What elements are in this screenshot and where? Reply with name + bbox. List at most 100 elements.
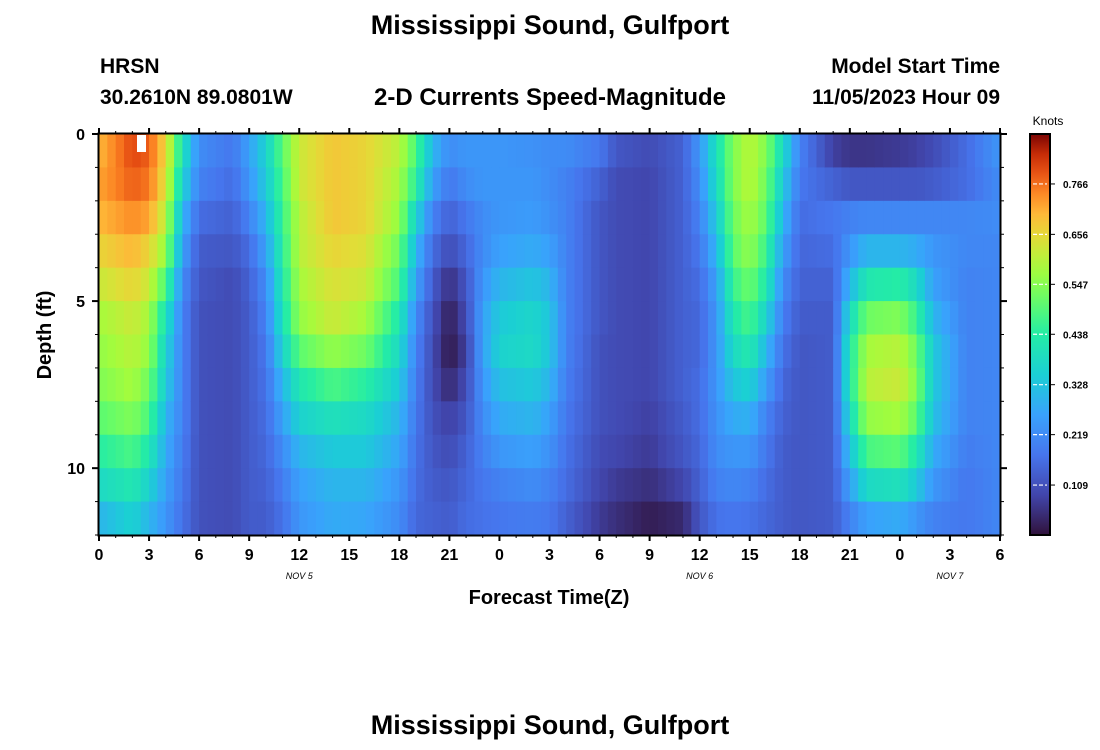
heatmap-cell	[307, 200, 317, 235]
heatmap-cell	[849, 234, 859, 269]
heatmap-cell	[674, 134, 684, 169]
heatmap-cell	[657, 468, 667, 503]
heatmap-cell	[290, 301, 300, 336]
heatmap-cell	[199, 434, 209, 469]
heatmap-cell	[324, 134, 334, 169]
heatmap-cell	[657, 501, 667, 536]
heatmap-cell	[274, 367, 284, 402]
heatmap-cell	[874, 234, 884, 269]
x-tick-label: 6	[996, 547, 1005, 564]
heatmap-cell	[290, 367, 300, 402]
heatmap-cell	[140, 334, 150, 369]
heatmap-cell	[733, 267, 742, 302]
heatmap-cell	[265, 134, 275, 169]
heatmap-cell	[699, 234, 709, 269]
heatmap-cell	[708, 501, 717, 536]
heatmap-cell	[733, 167, 742, 202]
heatmap-cell	[557, 234, 567, 269]
heatmap-cell	[332, 167, 342, 202]
heatmap-cell	[299, 501, 309, 536]
heatmap-cell	[416, 468, 425, 503]
heatmap-cell	[624, 401, 634, 436]
heatmap-cell	[457, 434, 467, 469]
heatmap-cell	[966, 401, 976, 436]
heatmap-cell	[290, 334, 300, 369]
heatmap-cell	[449, 334, 459, 369]
heatmap-cell	[591, 501, 601, 536]
heatmap-cell	[315, 501, 325, 536]
heatmap-cell	[107, 200, 117, 235]
heatmap-cell	[315, 134, 325, 169]
heatmap-cell	[557, 134, 567, 169]
heatmap-cell	[691, 134, 701, 169]
heatmap-cell	[399, 234, 409, 269]
heatmap-cell	[224, 401, 234, 436]
heatmap-cell	[149, 401, 158, 436]
heatmap-cell	[290, 267, 300, 302]
heatmap-cell	[349, 301, 359, 336]
heatmap-cell	[99, 401, 108, 436]
heatmap-cell	[99, 334, 108, 369]
heatmap-cell	[424, 200, 434, 235]
heatmap-cell	[207, 234, 217, 269]
heatmap-cell	[791, 134, 801, 169]
heatmap-cell	[666, 200, 676, 235]
heatmap-cell	[949, 234, 959, 269]
heatmap-cell	[541, 234, 551, 269]
heatmap-cell	[507, 501, 517, 536]
heatmap-cell	[949, 267, 959, 302]
heatmap-cell	[407, 434, 417, 469]
heatmap-cell	[115, 434, 125, 469]
heatmap-cell	[874, 301, 884, 336]
heatmap-cell	[124, 234, 133, 269]
heatmap-cell	[307, 267, 317, 302]
heatmap-cell	[215, 301, 225, 336]
heatmap-cell	[174, 167, 184, 202]
heatmap-cell	[457, 167, 467, 202]
heatmap-cell	[824, 367, 834, 402]
heatmap-cell	[407, 301, 417, 336]
heatmap-cell	[390, 468, 400, 503]
heatmap-cell	[966, 267, 976, 302]
heatmap-cell	[699, 468, 709, 503]
heatmap-cell	[691, 434, 701, 469]
heatmap-cell	[424, 468, 434, 503]
heatmap-cell	[958, 134, 968, 169]
heatmap-cell	[466, 501, 476, 536]
heatmap-cell	[691, 301, 701, 336]
heatmap-cell	[574, 434, 584, 469]
heatmap-cell	[783, 401, 793, 436]
heatmap-cell	[741, 334, 751, 369]
heatmap-cell	[582, 301, 592, 336]
heatmap-cell	[841, 434, 851, 469]
heatmap-cell	[866, 468, 876, 503]
heatmap-cell	[232, 501, 242, 536]
heatmap-cell	[983, 334, 993, 369]
heatmap-cell	[841, 200, 851, 235]
heatmap-cell	[549, 334, 559, 369]
heatmap-cell	[866, 267, 876, 302]
heatmap-cell	[240, 200, 250, 235]
heatmap-cell	[532, 301, 542, 336]
heatmap-cell	[190, 468, 200, 503]
heatmap-cell	[641, 301, 651, 336]
heatmap-cell	[140, 434, 150, 469]
heatmap-cell	[232, 234, 242, 269]
heatmap-cell	[799, 200, 809, 235]
heatmap-cell	[190, 501, 200, 536]
heatmap-cell	[282, 134, 292, 169]
heatmap-cell	[174, 434, 184, 469]
heatmap-cell	[466, 468, 476, 503]
heatmap-cell	[849, 401, 859, 436]
heatmap-cell	[299, 301, 309, 336]
heatmap-cell	[933, 468, 943, 503]
heatmap-cell	[232, 267, 242, 302]
heatmap-cell	[641, 200, 651, 235]
heatmap-cell	[649, 501, 659, 536]
heatmap-cell	[516, 334, 526, 369]
heatmap-cell	[716, 468, 726, 503]
heatmap-cell	[866, 167, 876, 202]
heatmap-cell	[833, 134, 843, 169]
heatmap-cell	[691, 401, 701, 436]
heatmap-cell	[866, 501, 876, 536]
